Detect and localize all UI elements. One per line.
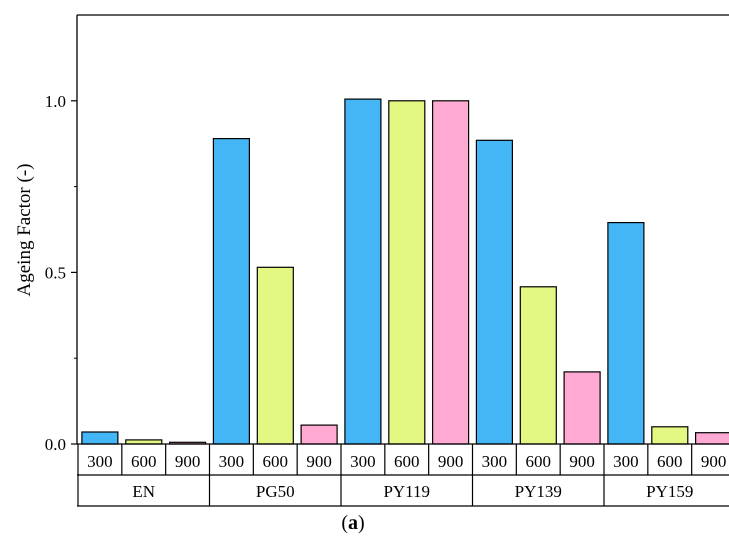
- x-group-label: EN: [132, 482, 155, 501]
- x-subcategory-label: 600: [657, 452, 683, 471]
- bar-py119-900: [432, 100, 470, 445]
- x-subcategory-label: 900: [175, 452, 201, 471]
- caption-open-paren: (: [341, 512, 348, 534]
- x-subcategory-label: 900: [306, 452, 332, 471]
- x-subcategory-label: 600: [131, 452, 157, 471]
- x-group-label: PY159: [646, 482, 693, 501]
- bar-py119-300: [344, 98, 382, 445]
- x-group-label: PY119: [383, 482, 430, 501]
- x-subcategory-label: 600: [394, 452, 420, 471]
- x-subcategory-label: 900: [438, 452, 464, 471]
- x-group-label: PG50: [256, 482, 295, 501]
- bar-py139-900: [563, 371, 601, 445]
- x-subcategory-label: 300: [350, 452, 376, 471]
- x-subcategory-label: 300: [613, 452, 639, 471]
- y-tick-label: 0.0: [45, 435, 66, 454]
- bar-en-600: [125, 439, 163, 445]
- bar-pg50-900: [300, 424, 338, 445]
- bar-py139-300: [475, 139, 513, 445]
- x-subcategory-label: 300: [219, 452, 245, 471]
- bar-en-300: [81, 431, 119, 445]
- bar-py159-300: [607, 222, 645, 445]
- axes-layer: 0.0 0.5 1.0: [45, 14, 729, 454]
- x-subcategory-label: 900: [701, 452, 727, 471]
- x-subcategory-label: 600: [526, 452, 552, 471]
- caption-close-paren: ): [358, 512, 365, 534]
- x-subcategory-label: 600: [263, 452, 289, 471]
- y-axis-title: Ageing Factor (-): [14, 164, 35, 297]
- bar-pg50-600: [256, 266, 294, 445]
- x-subcategory-label: 300: [87, 452, 113, 471]
- bar-pg50-300: [212, 138, 250, 445]
- bars-layer: [81, 98, 729, 445]
- figure-caption: (a): [341, 512, 364, 534]
- bar-py159-900: [694, 432, 729, 445]
- x-group-label: PY139: [515, 482, 562, 501]
- y-tick-label: 0.5: [45, 263, 66, 282]
- caption-letter: a: [348, 512, 358, 534]
- y-tick-label: 1.0: [45, 92, 66, 111]
- x-subcategory-label: 900: [569, 452, 595, 471]
- x-subcategory-label: 300: [482, 452, 508, 471]
- bar-py119-600: [388, 100, 426, 445]
- bar-py159-600: [651, 426, 689, 445]
- x-category-table: 300 600 900 EN 300 600 900 PG50 300 600 900 PY119 30…: [77, 443, 729, 507]
- bar-py139-600: [519, 286, 557, 445]
